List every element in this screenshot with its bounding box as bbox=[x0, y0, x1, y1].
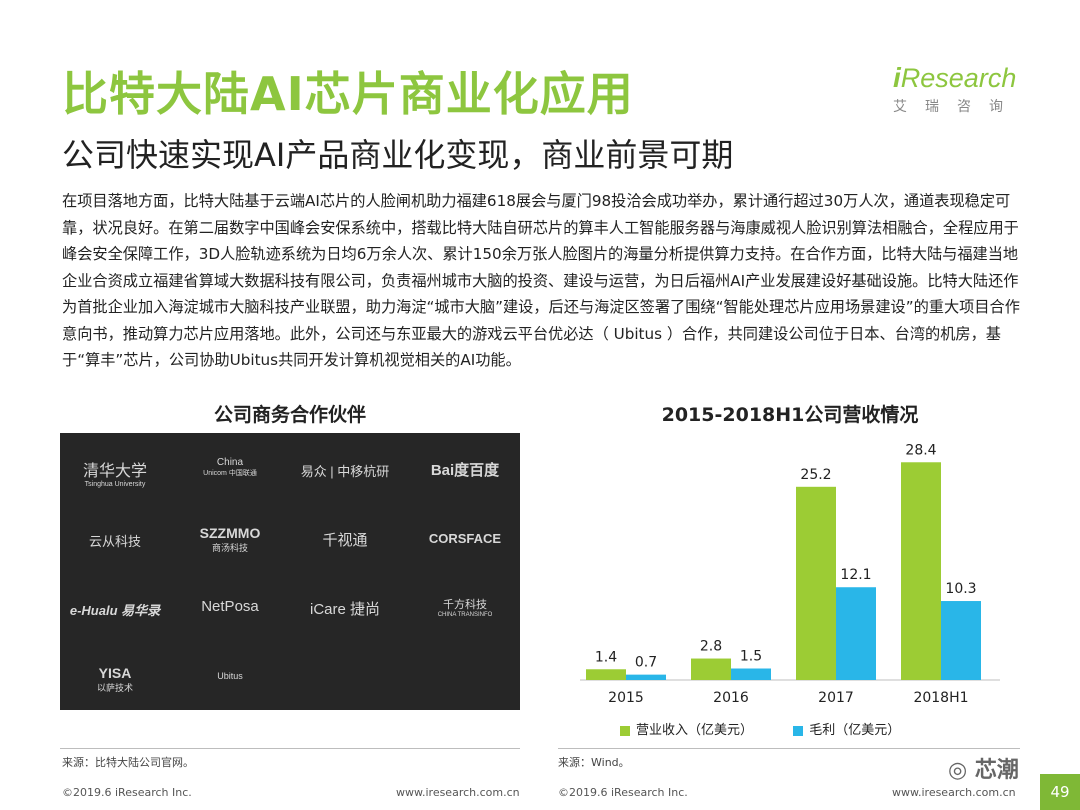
x-tick-label-2018H1: 2018H1 bbox=[913, 690, 968, 706]
partners-heading: 公司商务合作伙伴 bbox=[213, 404, 366, 426]
watermark: ◎ 芯潮 bbox=[948, 758, 1019, 783]
x-tick-label-2016: 2016 bbox=[713, 690, 749, 706]
partner-logo-sensetime: SZZMMO 商汤科技 bbox=[199, 525, 261, 553]
partner-logo-baidu: Bai度百度 bbox=[430, 462, 500, 479]
legend-swatch-revenue bbox=[620, 725, 630, 736]
partner-logo-ubitus: Ubitus bbox=[217, 671, 243, 681]
partner-logo-ehualu: e-Hualu 易华录 bbox=[69, 603, 161, 618]
bar-revenue-2017 bbox=[796, 486, 836, 680]
footer-copyright-left: ©2019.6 iResearch Inc. bbox=[62, 786, 192, 799]
bar-gross-profit-2015 bbox=[626, 674, 666, 680]
logo-research: Research bbox=[900, 63, 1017, 93]
body-paragraph: 在项目落地方面，比特大陆基于云端AI芯片的人脸闸机助力福建618展会与厦门98投… bbox=[62, 192, 1020, 369]
partner-logo-qianshitong: 千视通 bbox=[322, 532, 368, 549]
legend-item-gross-profit: 毛利（亿美元） bbox=[793, 723, 900, 738]
wechat-icon: ◎ bbox=[948, 758, 968, 783]
page-subtitle: 公司快速实现AI产品商业化变现，商业前景可期 bbox=[62, 136, 734, 174]
partner-logo-tsinghua: 清华大学 Tsinghua University bbox=[82, 461, 147, 488]
partner-logo-unicom: China Unicom 中国联通 bbox=[203, 457, 257, 477]
chart-title: 2015-2018H1公司营收情况 bbox=[661, 404, 919, 426]
page-title: 比特大陆AI芯片商业化应用 bbox=[62, 67, 634, 121]
chart-source: 来源：Wind。 bbox=[558, 756, 630, 769]
bar-revenue-2015 bbox=[586, 669, 626, 680]
partner-logo-netposa: NetPosa bbox=[201, 598, 259, 615]
partner-logo-yisa: YISA 以萨技术 bbox=[96, 665, 133, 693]
data-label-revenue-2018H1: 28.4 bbox=[905, 442, 936, 458]
divider-left bbox=[60, 748, 520, 749]
data-label-revenue-2016: 2.8 bbox=[700, 639, 722, 655]
legend-swatch-gross-profit bbox=[793, 725, 804, 736]
x-tick-label-2015: 2015 bbox=[608, 690, 644, 706]
partner-logo-chinatransinfo: 千方科技 CHINA TRANSINFO bbox=[437, 599, 493, 618]
bar-revenue-2016 bbox=[691, 658, 731, 680]
footer-url-right: www.iresearch.com.cn bbox=[892, 786, 1016, 799]
data-label-gross-profit-2018H1: 10.3 bbox=[945, 581, 976, 597]
partner-logo-cmri: 易众 | 中移杭研 bbox=[300, 464, 390, 479]
partner-logo-corsface: CORSFACE bbox=[428, 531, 502, 546]
bar-gross-profit-2016 bbox=[731, 668, 771, 680]
chart-legend: 营业收入（亿美元） 毛利（亿美元） bbox=[620, 719, 900, 738]
data-label-revenue-2015: 1.4 bbox=[595, 649, 617, 665]
page-number: 49 bbox=[1040, 774, 1080, 810]
bar-gross-profit-2017 bbox=[836, 587, 876, 680]
data-label-gross-profit-2017: 12.1 bbox=[840, 567, 871, 583]
partner-logo-icare: iCare 捷尚 bbox=[309, 601, 380, 618]
partner-logo-cloudwalk: 云从科技 bbox=[88, 534, 141, 549]
partners-source: 来源：比特大陆公司官网。 bbox=[62, 756, 194, 769]
logo-i: i bbox=[893, 62, 901, 93]
divider-right bbox=[558, 748, 1020, 749]
bar-revenue-2018H1 bbox=[901, 462, 941, 680]
iresearch-logo: iResearch 艾瑞咨询 bbox=[893, 62, 1023, 124]
revenue-bar-chart: 1.4 0.7 2015 2.8 1.5 2016 25.2 12.1 2017 28.4 10.3… bbox=[580, 442, 1000, 706]
data-label-revenue-2017: 25.2 bbox=[800, 467, 831, 483]
legend-item-revenue: 营业收入（亿美元） bbox=[620, 723, 757, 738]
footer-copyright-right: ©2019.6 iResearch Inc. bbox=[558, 786, 688, 799]
footer-url-left: www.iresearch.com.cn bbox=[396, 786, 520, 799]
partners-logo-grid: 清华大学 Tsinghua University China Unicom 中国… bbox=[60, 433, 520, 710]
logo-subtitle: 艾瑞咨询 bbox=[893, 99, 1021, 115]
bar-gross-profit-2018H1 bbox=[941, 601, 981, 680]
data-label-gross-profit-2015: 0.7 bbox=[635, 655, 657, 671]
x-tick-label-2017: 2017 bbox=[818, 690, 854, 706]
data-label-gross-profit-2016: 1.5 bbox=[740, 649, 762, 665]
